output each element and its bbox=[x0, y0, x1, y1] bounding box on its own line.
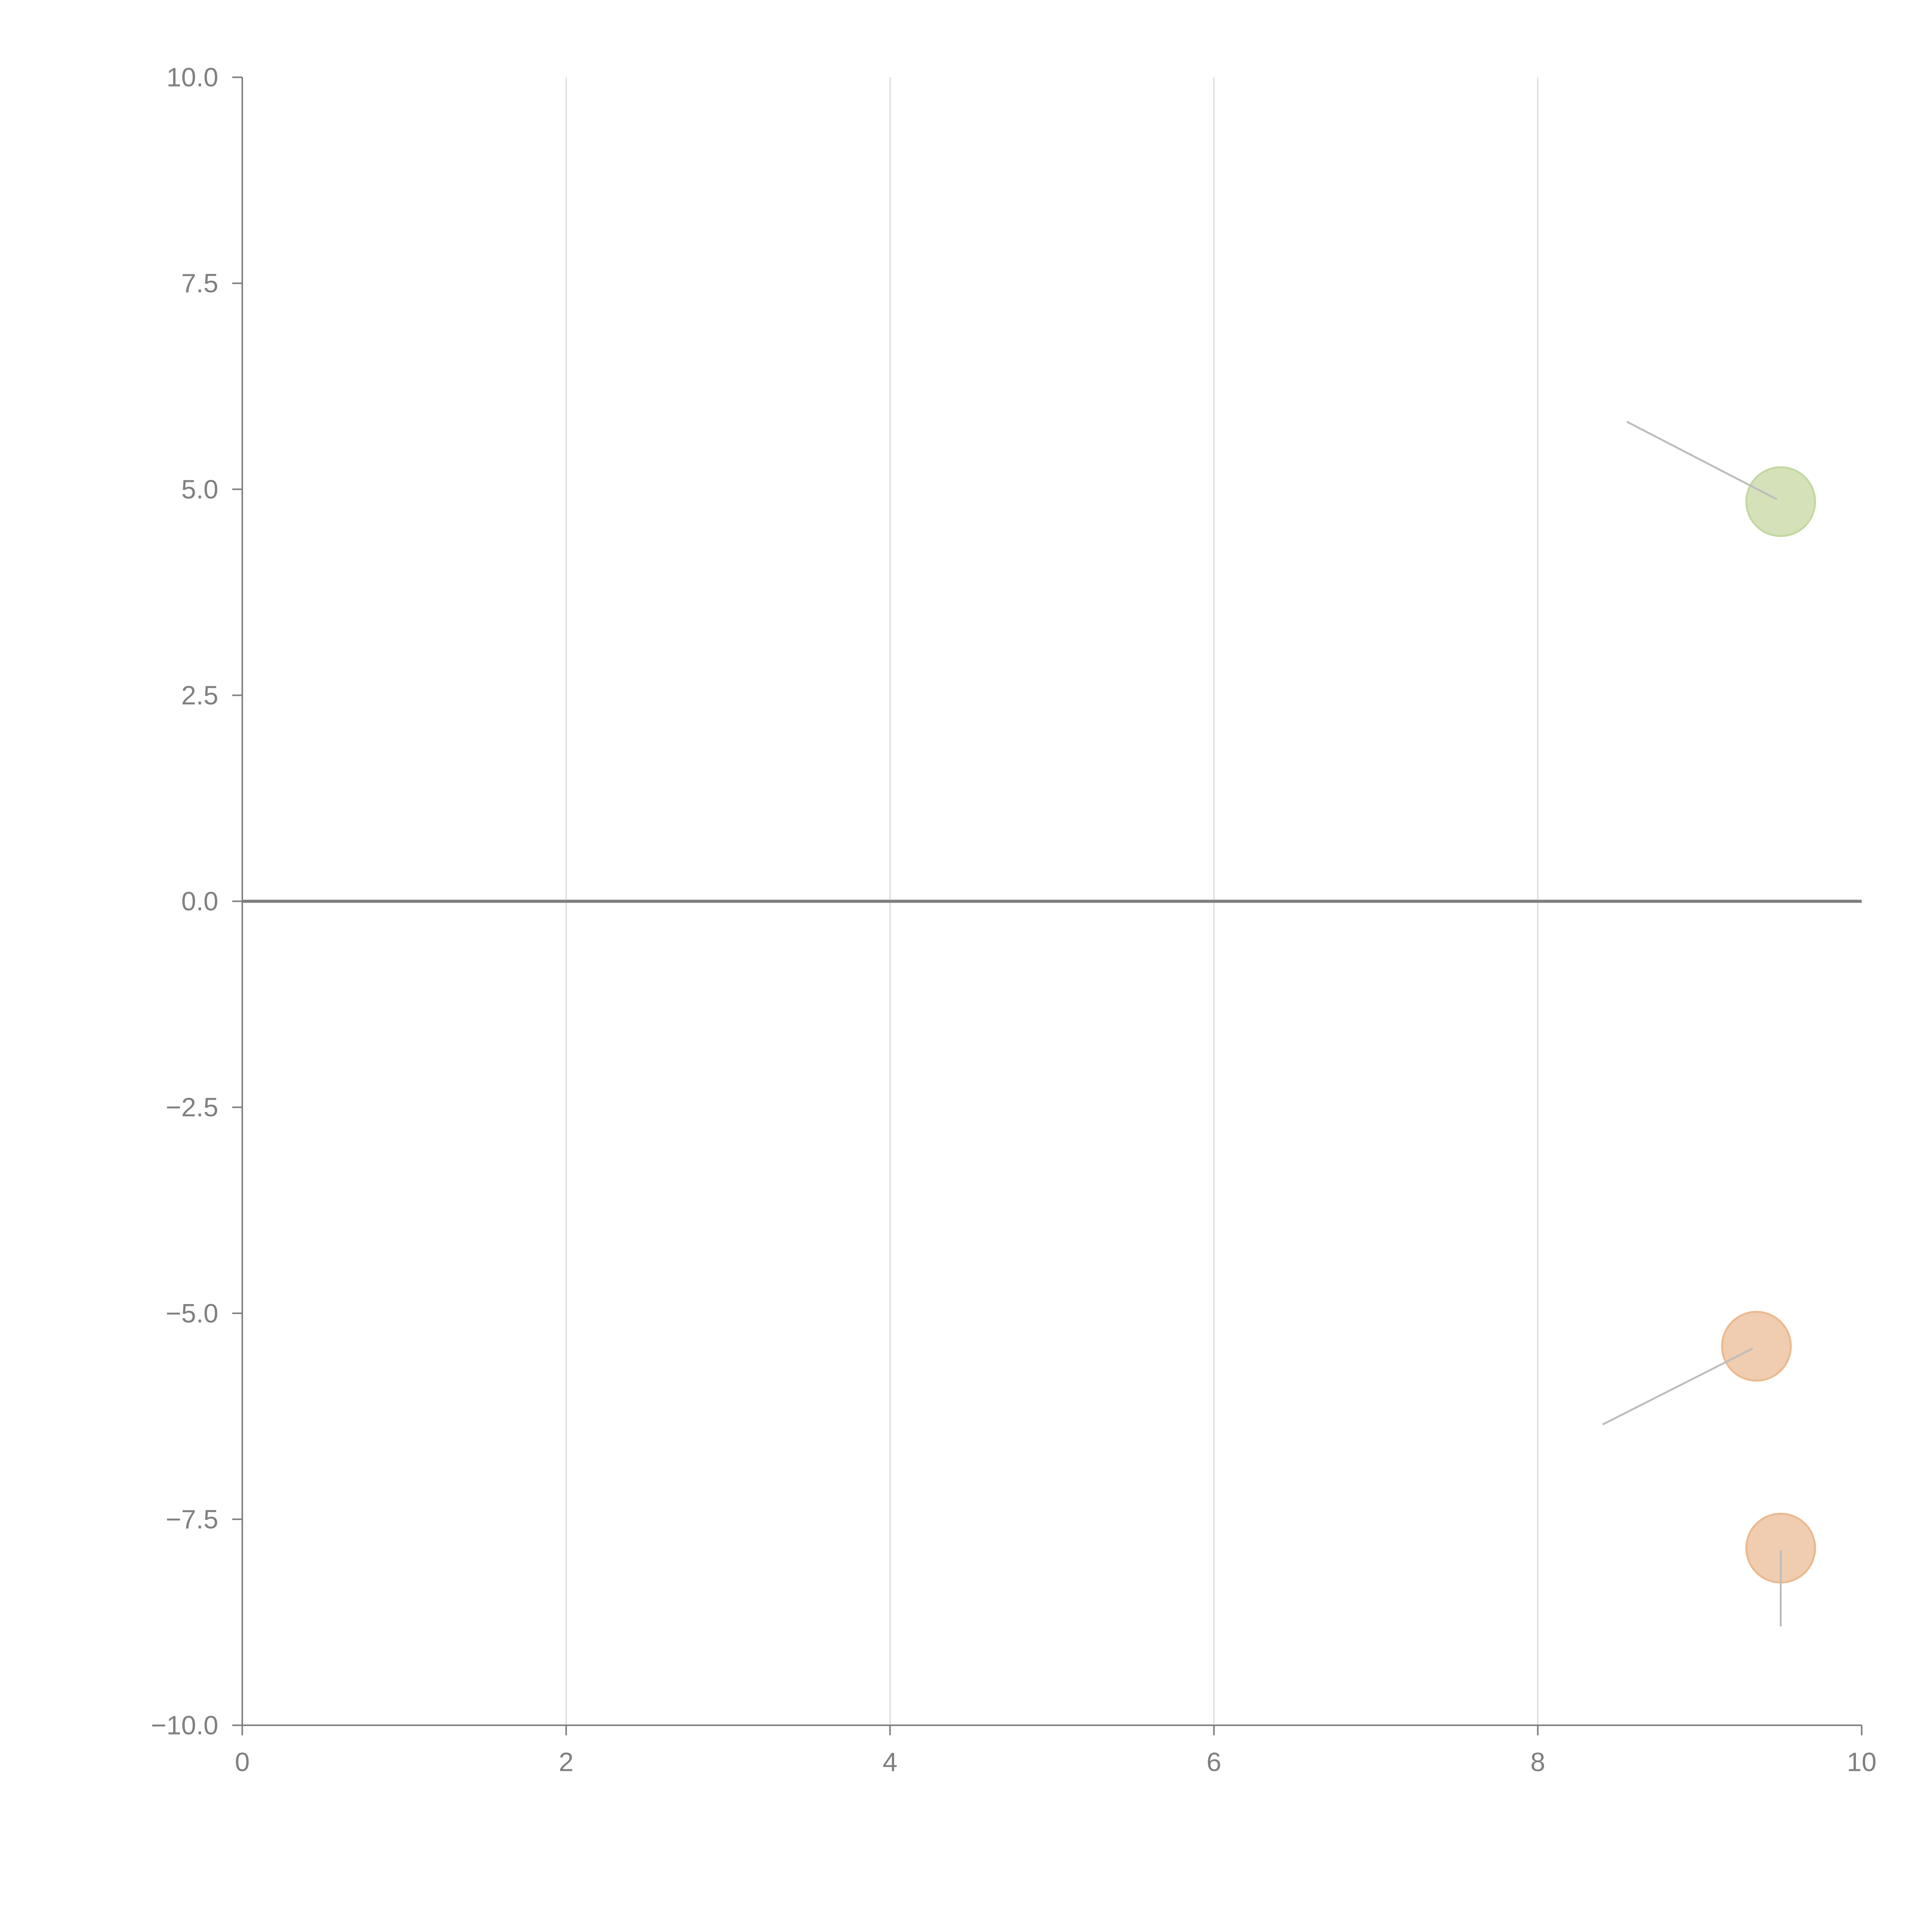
y-tick-label: −10.0 bbox=[151, 1711, 218, 1740]
y-tick-label: −2.5 bbox=[166, 1092, 218, 1122]
x-tick-label: 8 bbox=[1531, 1747, 1545, 1777]
x-tick-label: 6 bbox=[1206, 1747, 1221, 1777]
y-tick-label: 5.0 bbox=[181, 474, 218, 504]
y-tick-label: 10.0 bbox=[167, 63, 218, 92]
data-point bbox=[1745, 466, 1816, 537]
leader-line bbox=[1626, 421, 1777, 500]
x-tick-label: 4 bbox=[883, 1747, 897, 1777]
x-tick-label: 2 bbox=[559, 1747, 573, 1777]
data-point bbox=[1721, 1311, 1792, 1382]
y-tick-label: 7.5 bbox=[181, 269, 218, 298]
x-tick-label: 0 bbox=[235, 1747, 250, 1777]
y-tick-label: 2.5 bbox=[181, 680, 218, 710]
x-tick-label: 10 bbox=[1847, 1747, 1877, 1777]
axes: 10.0 7.5 5.0 2.5 0.0 −2.5 −5.0 −7.5 −10.0 0 2 4 6 8 10 bbox=[151, 63, 1876, 1777]
leader-line bbox=[1602, 1347, 1753, 1425]
data-points bbox=[1602, 421, 1816, 1627]
y-tick-label: −7.5 bbox=[166, 1504, 218, 1534]
y-tick-label: −5.0 bbox=[166, 1298, 218, 1328]
y-tick-label: 0.0 bbox=[181, 886, 218, 916]
